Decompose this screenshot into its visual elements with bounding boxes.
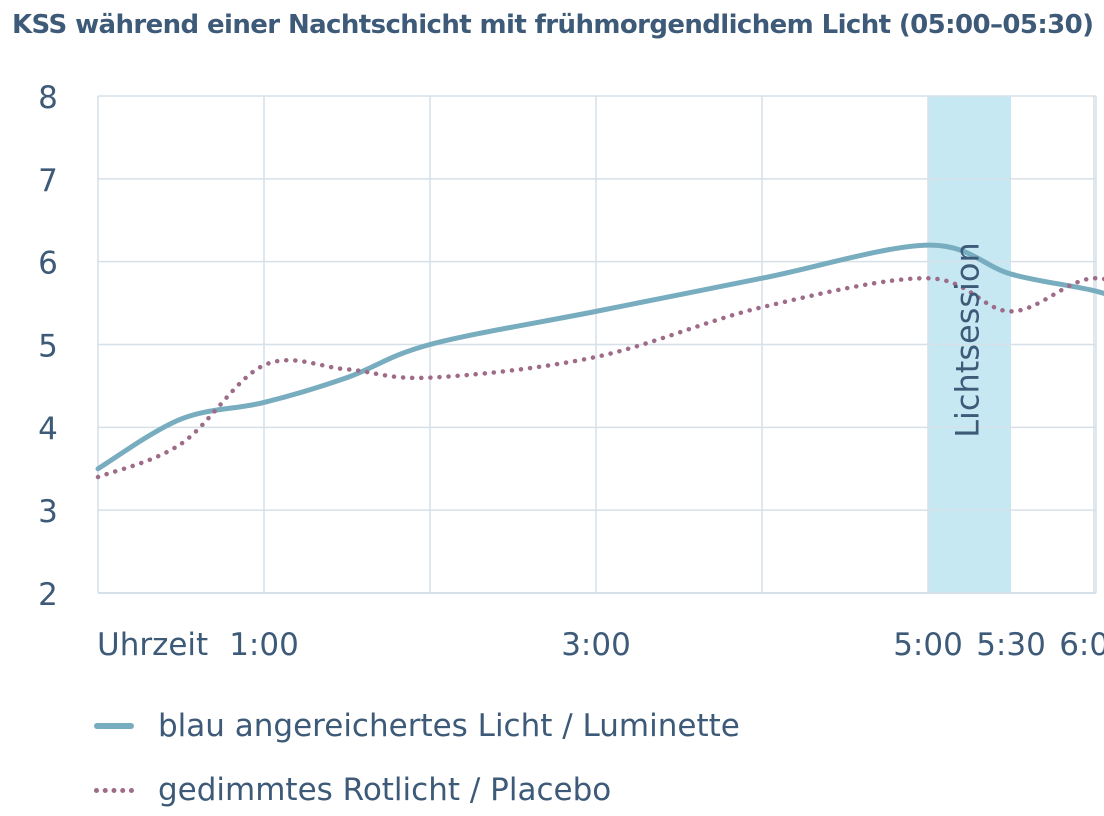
x-axis-label: Uhrzeit: [97, 627, 208, 663]
y-tick-label: 3: [38, 494, 58, 530]
x-tick-label: 6:00: [1059, 627, 1104, 663]
legend-swatch-solid: [94, 723, 134, 729]
x-tick-label: 3:00: [561, 627, 631, 663]
x-tick-label: 1:00: [229, 627, 299, 663]
y-tick-label: 6: [38, 246, 58, 282]
x-tick-label: 5:00: [893, 627, 963, 663]
legend-label-luminette: blau angereichertes Licht / Luminette: [158, 708, 740, 744]
light-session-label: Lichtsession: [949, 242, 987, 438]
x-tick-label: 5:30: [976, 627, 1046, 663]
legend-swatch-dotted: [94, 787, 134, 793]
y-tick-label: 4: [38, 411, 58, 447]
y-tick-label: 2: [38, 577, 58, 613]
y-tick-label: 8: [38, 80, 58, 116]
series-line-luminette: [95, 242, 1104, 472]
y-tick-label: 5: [38, 329, 58, 365]
y-tick-label: 7: [38, 163, 58, 199]
legend-item-placebo: gedimmtes Rotlicht / Placebo: [94, 770, 611, 810]
chart-title: KSS während einer Nachtschicht mit frühm…: [12, 10, 1094, 40]
legend-item-luminette: blau angereichertes Licht / Luminette: [94, 706, 740, 746]
legend-label-placebo: gedimmtes Rotlicht / Placebo: [158, 772, 612, 808]
